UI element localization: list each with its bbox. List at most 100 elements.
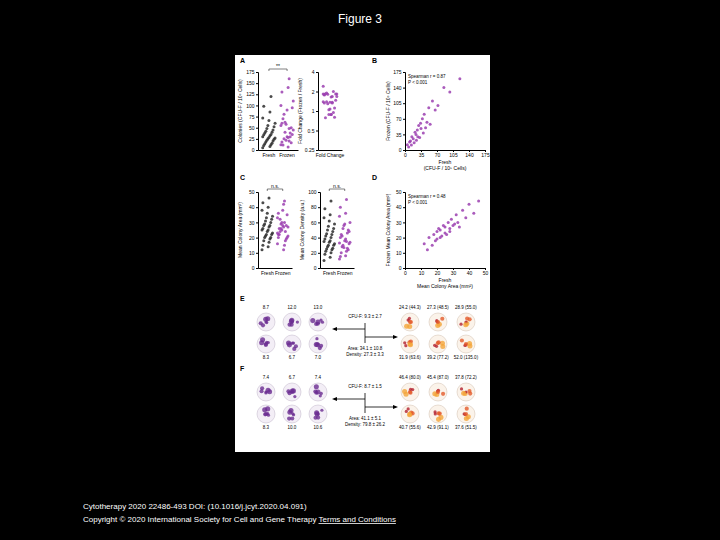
data-point xyxy=(330,113,333,116)
tick-label: Fresh xyxy=(261,270,274,276)
tick: 50 xyxy=(249,189,258,195)
data-point xyxy=(442,86,445,89)
tick-label: 80 xyxy=(311,204,317,210)
data-point xyxy=(274,122,277,125)
data-point xyxy=(426,248,429,251)
axis-title: Colonies (CFU-F / 10⁵ Cells) xyxy=(237,79,243,143)
colony xyxy=(460,387,463,390)
well xyxy=(257,383,275,401)
well xyxy=(309,335,327,353)
well-label: 6.7 xyxy=(289,375,296,380)
tick: 80 xyxy=(311,204,320,210)
tick-mark xyxy=(318,268,320,269)
data-point xyxy=(281,117,284,120)
data-point xyxy=(425,121,428,124)
tick-label: 30 xyxy=(451,270,457,276)
data-point xyxy=(348,230,351,233)
tick-mark xyxy=(256,222,258,223)
tick-label: Fold Change xyxy=(316,152,345,158)
colony xyxy=(319,394,322,397)
data-point xyxy=(448,230,451,233)
data-point xyxy=(422,132,425,135)
arrow xyxy=(336,393,394,413)
annotation: P < 0.001 xyxy=(408,200,428,205)
well xyxy=(401,335,419,353)
well-label: 10.6 xyxy=(314,425,323,430)
tick-label: 20 xyxy=(435,270,441,276)
data-point xyxy=(335,95,338,98)
tick: 0 xyxy=(404,268,407,276)
well-label: 8.3 xyxy=(263,355,270,360)
plot-area xyxy=(423,200,480,252)
summary-text: Area: 41.1 ± 5.1 xyxy=(349,416,381,421)
tick-label: 40 xyxy=(396,204,402,210)
data-point xyxy=(282,203,285,206)
axis: 01020304050 xyxy=(396,189,406,271)
colony xyxy=(318,346,322,350)
data-point xyxy=(272,128,275,131)
well-label: 7.4 xyxy=(315,375,322,380)
panel-label: D xyxy=(372,174,377,181)
colony xyxy=(403,341,406,344)
arrow-head xyxy=(332,327,337,331)
well-label: 37.6 (51.5) xyxy=(455,425,477,430)
data-point xyxy=(416,128,419,131)
axis-line xyxy=(256,73,259,151)
data-point xyxy=(261,227,264,230)
tick: 10 xyxy=(249,250,258,256)
well-heatmap xyxy=(457,313,475,331)
well xyxy=(429,405,447,423)
data-point xyxy=(288,77,291,80)
tick-label: 1 xyxy=(312,108,315,114)
terms-link[interactable]: Terms and Conditions xyxy=(319,515,396,524)
colony xyxy=(286,340,291,345)
well xyxy=(401,313,419,331)
well-label: 46.4 (80.0) xyxy=(399,375,421,380)
tick-label: 0 xyxy=(399,147,402,153)
data-point xyxy=(291,106,294,109)
data-point xyxy=(332,111,335,114)
footer-copyright: Copyright © 2020 International Society f… xyxy=(83,515,396,524)
colony xyxy=(265,321,268,324)
data-point xyxy=(292,99,295,102)
data-point xyxy=(429,123,432,126)
colony xyxy=(465,407,469,411)
tick: Fresh xyxy=(263,152,276,158)
tick-mark xyxy=(316,72,318,73)
data-point xyxy=(464,216,467,219)
colony xyxy=(440,317,444,321)
tick-mark xyxy=(256,139,258,140)
slide-title: Figure 3 xyxy=(338,12,382,26)
data-point xyxy=(338,241,341,244)
colony xyxy=(409,320,413,324)
arrow-head xyxy=(393,335,398,339)
tick-mark xyxy=(403,72,405,73)
plot-area xyxy=(323,198,352,262)
axis-line xyxy=(403,193,406,269)
data-point xyxy=(262,239,265,242)
data-point xyxy=(280,221,283,224)
slide-background xyxy=(0,0,720,540)
well-label: 28.9 (55.0) xyxy=(455,305,477,310)
well xyxy=(283,313,301,331)
tick-mark xyxy=(403,103,405,104)
tick-mark xyxy=(316,131,318,132)
data-point xyxy=(265,233,268,236)
well xyxy=(257,405,275,423)
tick-mark xyxy=(256,192,258,193)
tick-label: 2 xyxy=(312,89,315,95)
data-point xyxy=(286,225,289,228)
well-label: 8.7 xyxy=(263,305,270,310)
data-point xyxy=(329,256,332,259)
data-point xyxy=(344,254,347,257)
data-point xyxy=(280,122,283,125)
colony xyxy=(287,416,291,420)
data-point xyxy=(436,230,439,233)
colony xyxy=(321,321,324,324)
colony xyxy=(467,344,472,349)
well xyxy=(457,335,475,353)
data-point xyxy=(264,130,267,133)
tick-mark xyxy=(403,119,405,120)
well xyxy=(401,383,419,401)
data-point xyxy=(458,77,461,80)
